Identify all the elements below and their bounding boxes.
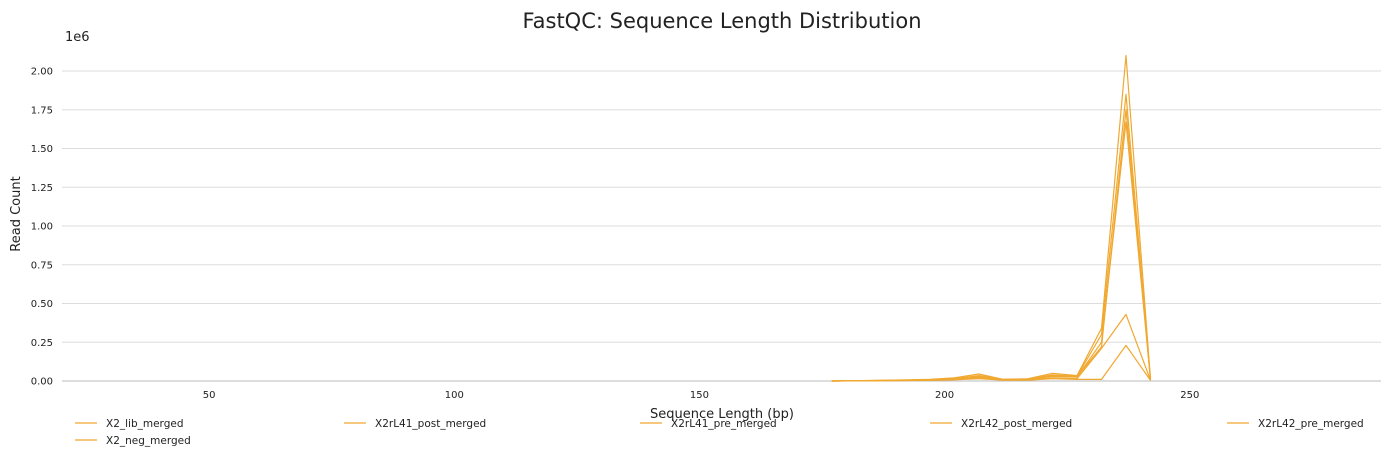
grid-lines <box>62 70 1381 382</box>
y-tick-label: 1.00 <box>31 222 53 233</box>
legend-item-X2_neg_merged: X2_neg_merged <box>75 435 191 447</box>
legend-item-X2rL42_post_merged: X2rL42_post_merged <box>930 418 1072 430</box>
legend: X2_lib_merged X2rL41_post_merged X2rL41_pr… <box>75 418 1364 447</box>
x-axis-label: Sequence Length (bp) <box>650 407 794 422</box>
chart-title: FastQC: Sequence Length Distribution <box>522 9 921 33</box>
x-tick-labels: 50 100 150 200 250 <box>203 390 1200 401</box>
legend-item-X2rL41_pre_merged: X2rL41_pre_merged <box>640 418 777 430</box>
legend-item-X2rL41_post_merged: X2rL41_post_merged <box>344 418 486 430</box>
y-tick-label: 2.00 <box>31 67 53 78</box>
x-tick-label: 150 <box>690 390 709 401</box>
legend-label: X2_neg_merged <box>106 435 191 447</box>
legend-label: X2rL42_pre_merged <box>1258 418 1364 430</box>
series-line-X2rL42_pre_merged <box>831 109 1152 382</box>
y-tick-label: 0.00 <box>31 377 53 388</box>
legend-label: X2rL41_post_merged <box>375 418 486 430</box>
y-tick-label: 1.50 <box>31 144 53 155</box>
y-offset-label: 1e6 <box>65 30 90 45</box>
y-tick-label: 0.25 <box>31 338 53 349</box>
series-line-X2_neg_merged <box>831 344 1151 382</box>
legend-label: X2_lib_merged <box>106 418 183 430</box>
legend-label: X2rL42_post_merged <box>961 418 1072 430</box>
y-tick-label: 0.50 <box>31 299 53 310</box>
y-tick-label: 1.25 <box>31 183 53 194</box>
legend-item-X2_lib_merged: X2_lib_merged <box>75 418 183 430</box>
y-tick-label: 1.75 <box>31 105 53 116</box>
x-tick-label: 100 <box>445 390 464 401</box>
x-tick-label: 200 <box>935 390 954 401</box>
y-tick-labels: 0.00 0.25 0.50 0.75 1.00 1.25 1.50 1.75 2.00 <box>31 67 53 388</box>
series-lines <box>831 54 1152 382</box>
x-tick-label: 250 <box>1180 390 1199 401</box>
y-axis-label: Read Count <box>9 176 24 251</box>
legend-label: X2rL41_pre_merged <box>671 418 777 430</box>
legend-item-X2rL42_pre_merged: X2rL42_pre_merged <box>1227 418 1364 430</box>
x-tick-label: 50 <box>203 390 216 401</box>
y-tick-label: 0.75 <box>31 260 53 271</box>
